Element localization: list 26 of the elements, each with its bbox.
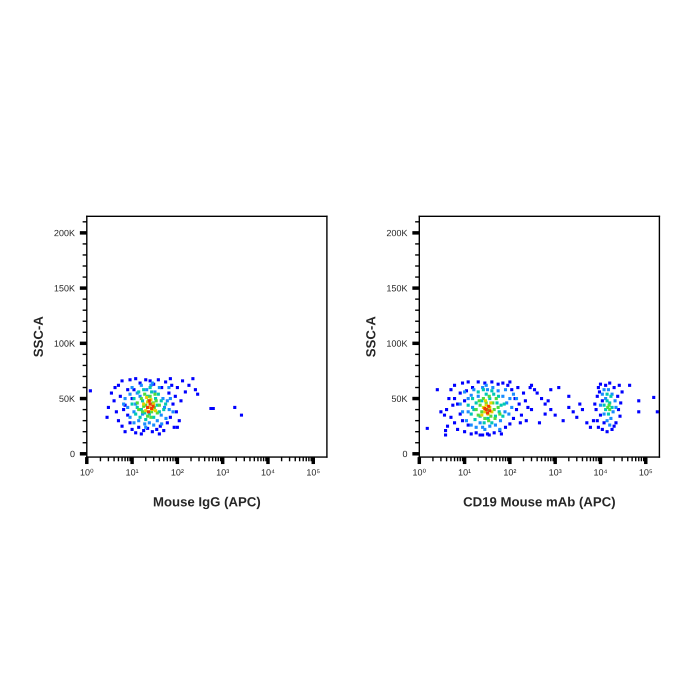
x-tick-label: 10³ (549, 469, 562, 476)
y-tick-label: 150K (387, 285, 408, 292)
x-tick-label: 10⁰ (80, 468, 94, 476)
y-tick-label: 50K (59, 396, 75, 402)
x-tick-label: 10⁵ (640, 469, 652, 476)
y-tick-label: 100K (387, 340, 408, 347)
x-axis-title: CD19 Mouse mAb (APC) (464, 496, 615, 510)
y-tick-label: 0 (70, 450, 75, 458)
y-axis-title: SSC-A (366, 316, 376, 357)
x-tick-label: 10⁰ (413, 468, 426, 476)
y-tick-label: 100K (54, 340, 75, 347)
x-tick-label: 10³ (216, 469, 230, 476)
x-tick-label: 10⁴ (262, 469, 274, 476)
x-axis-title: Mouse IgG (APC) (154, 496, 260, 510)
y-axis-title: SSC-A (34, 316, 43, 357)
y-tick-label: 0 (402, 450, 408, 458)
y-tick-label: 50K (392, 396, 408, 402)
x-tick-label: 10⁴ (594, 469, 607, 476)
x-tick-label: 10² (172, 469, 184, 476)
y-tick-label: 150K (54, 285, 75, 292)
x-tick-label: 10² (504, 469, 516, 476)
y-tick-label: 200K (54, 230, 75, 236)
x-tick-label: 10⁵ (307, 469, 320, 476)
y-tick-label: 200K (386, 230, 408, 236)
x-tick-label: 10¹ (126, 469, 138, 476)
x-tick-label: 10¹ (458, 469, 471, 476)
